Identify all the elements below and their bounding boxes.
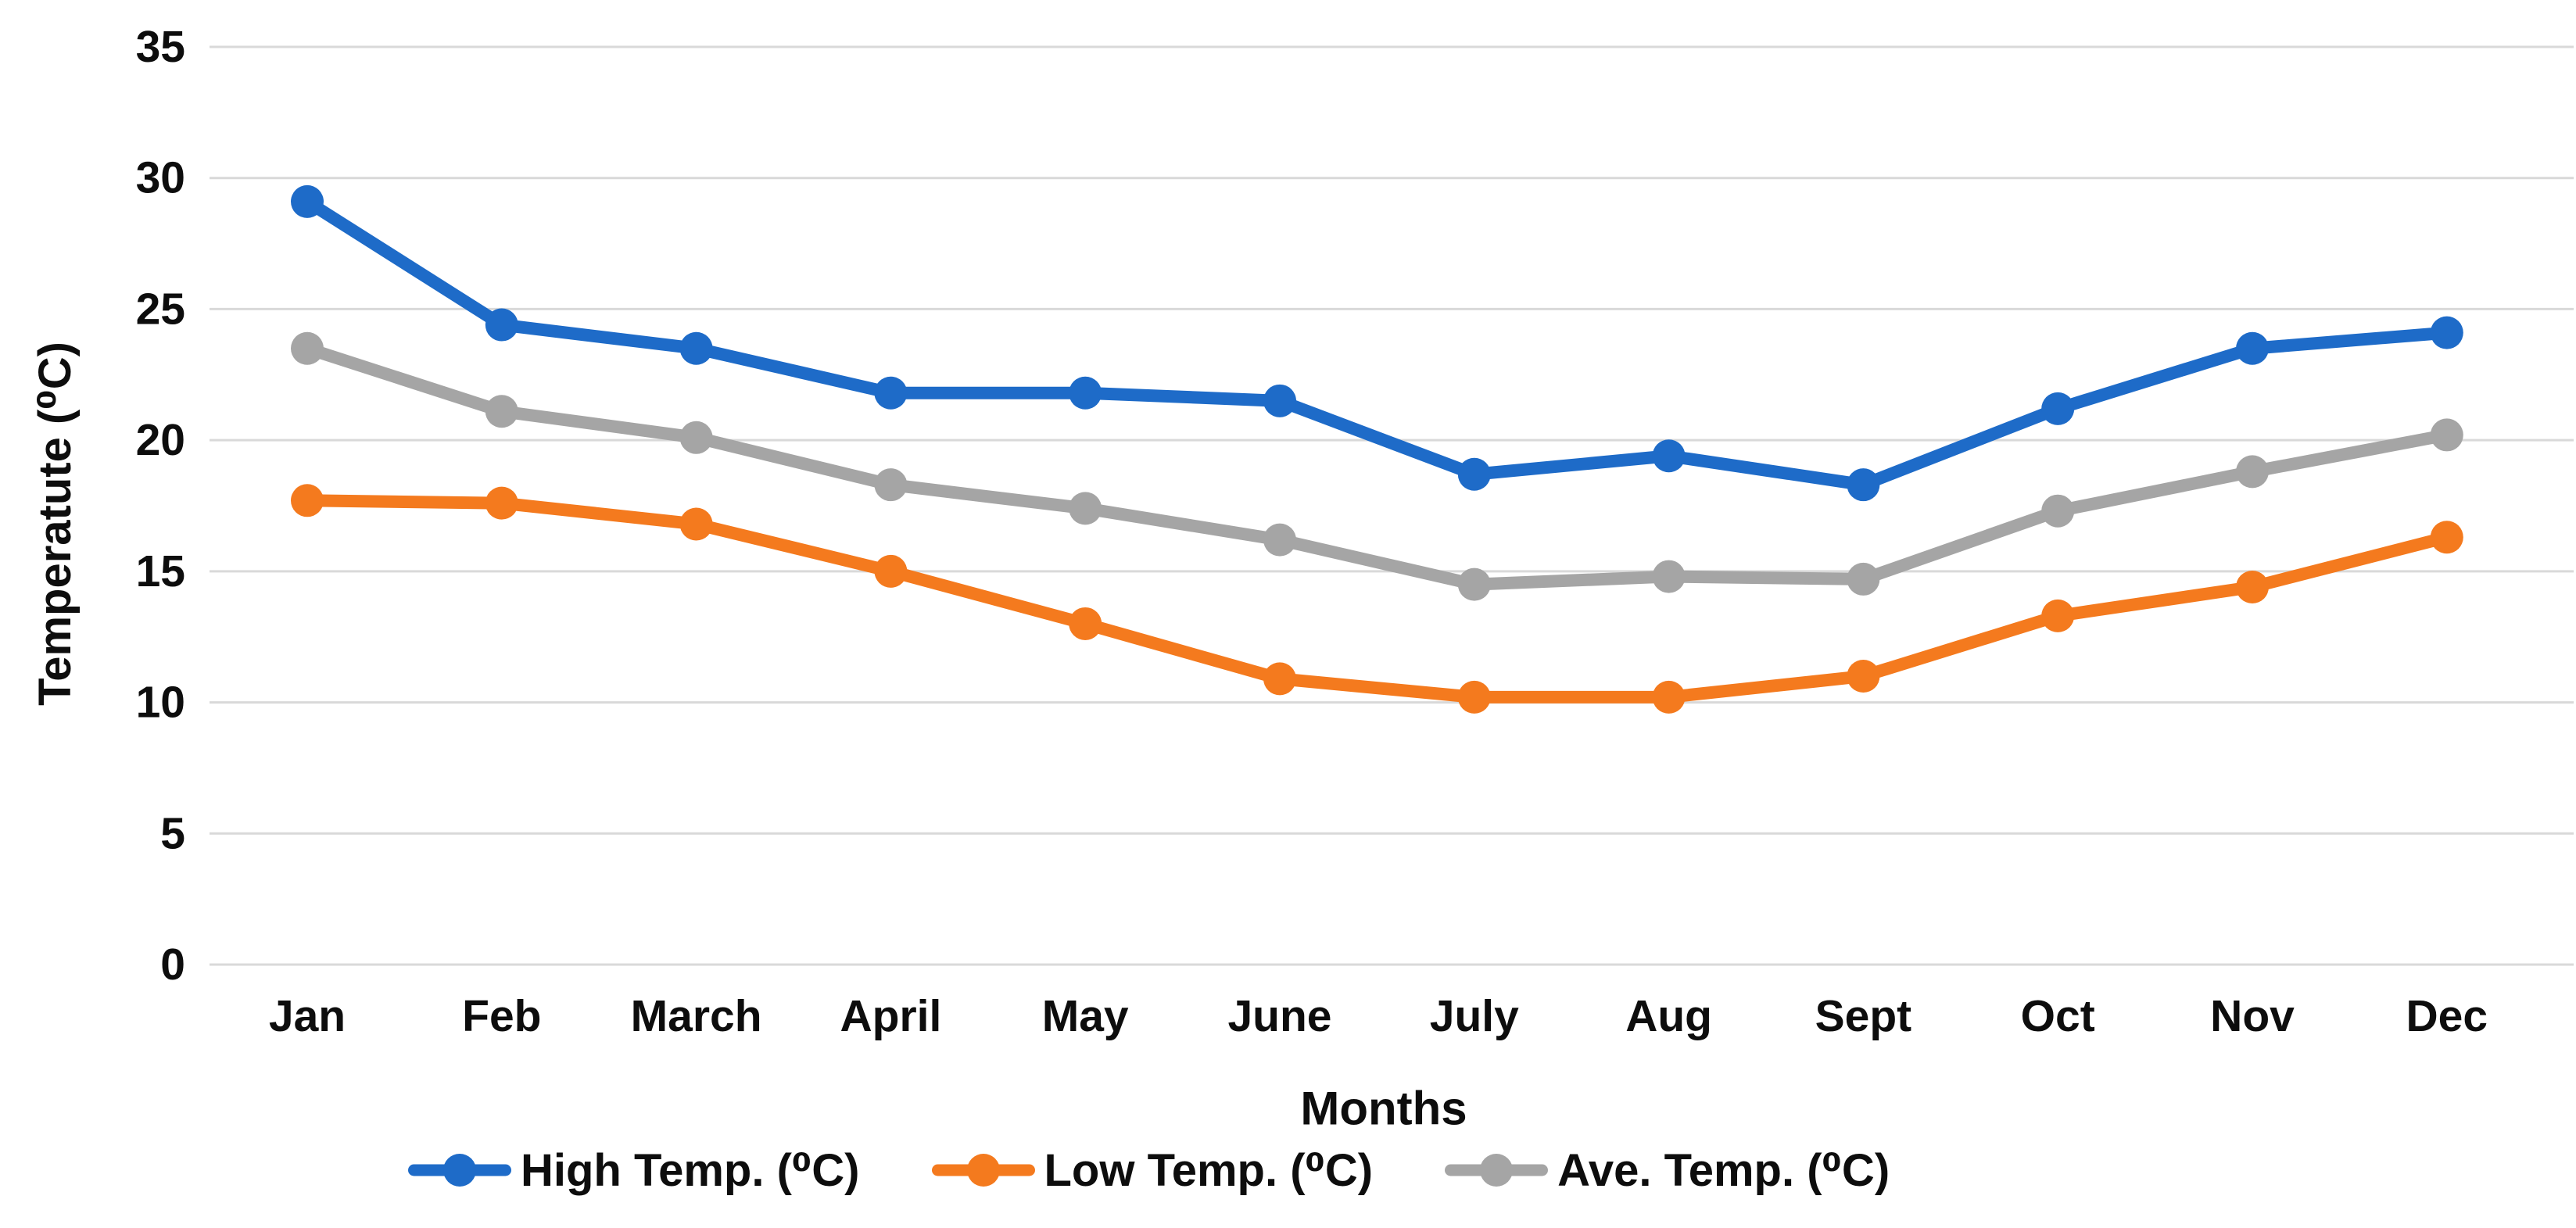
x-tick-label: Aug xyxy=(1625,991,1712,1041)
x-tick-label: Oct xyxy=(2021,991,2095,1041)
y-tick-label: 30 xyxy=(136,153,185,203)
x-tick-label: Dec xyxy=(2406,991,2488,1041)
legend-item-ave-temp: Ave. Temp. (⁰C) xyxy=(1445,1144,1890,1197)
data-point-marker xyxy=(1847,468,1880,502)
y-tick-label: 5 xyxy=(160,808,185,858)
data-point-marker xyxy=(679,331,713,365)
x-tick-label: Feb xyxy=(462,991,541,1041)
data-point-marker xyxy=(291,184,324,218)
ave-temp-line-marker-icon xyxy=(1445,1153,1549,1187)
x-tick-label: Nov xyxy=(2210,991,2295,1041)
data-point-marker xyxy=(874,376,908,410)
data-point-marker xyxy=(485,395,518,428)
data-point-marker xyxy=(1069,376,1102,410)
data-point-marker xyxy=(1457,567,1491,601)
data-point-marker xyxy=(2236,331,2269,365)
data-point-marker xyxy=(2041,494,2075,528)
y-tick-label: 15 xyxy=(136,546,185,596)
data-point-marker xyxy=(874,554,908,588)
data-point-marker xyxy=(485,486,518,520)
data-point-marker xyxy=(2430,418,2463,452)
data-point-marker xyxy=(1652,560,1686,593)
data-point-marker xyxy=(679,421,713,454)
y-tick-label: 20 xyxy=(136,415,185,465)
data-point-marker xyxy=(1069,492,1102,525)
x-tick-label: Jan xyxy=(269,991,346,1041)
series-line xyxy=(301,195,2453,492)
x-tick-label: July xyxy=(1430,991,1519,1041)
x-tick-label: May xyxy=(1042,991,1129,1041)
legend-item-low-temp: Low Temp. (⁰C) xyxy=(931,1144,1374,1197)
data-point-marker xyxy=(1263,662,1296,696)
x-tick-label: March xyxy=(631,991,762,1041)
y-tick-label: 10 xyxy=(136,678,185,728)
y-tick-label: 25 xyxy=(136,284,185,334)
high-temp-line-marker-icon xyxy=(408,1153,511,1187)
data-point-marker xyxy=(1263,523,1296,557)
data-point-marker xyxy=(291,484,324,517)
x-axis-title: Months xyxy=(1300,1082,1467,1135)
x-tick-label: June xyxy=(1227,991,1331,1041)
legend-label-low-temp: Low Temp. (⁰C) xyxy=(1044,1145,1374,1196)
data-point-marker xyxy=(2236,570,2269,603)
data-point-marker xyxy=(1069,607,1102,640)
data-point-marker xyxy=(1847,562,1880,596)
y-axis-title: Temperatute (⁰C) xyxy=(30,342,81,706)
data-point-marker xyxy=(1652,680,1686,714)
x-tick-label: April xyxy=(840,991,941,1041)
data-point-marker xyxy=(291,331,324,365)
x-tick-label: Sept xyxy=(1815,991,1912,1041)
legend-label-high-temp: High Temp. (⁰C) xyxy=(521,1145,860,1196)
data-point-marker xyxy=(1652,439,1686,473)
y-tick-label: 35 xyxy=(136,22,185,72)
series-line xyxy=(301,494,2453,704)
data-point-marker xyxy=(2041,599,2075,632)
data-point-marker xyxy=(1457,680,1491,714)
legend-item-high-temp: High Temp. (⁰C) xyxy=(408,1144,860,1197)
data-point-marker xyxy=(1457,457,1491,491)
data-point-marker xyxy=(2041,392,2075,425)
series-line xyxy=(301,342,2453,591)
legend: High Temp. (⁰C) Low Temp. (⁰C) Ave. Temp… xyxy=(408,1144,1890,1197)
data-point-marker xyxy=(1847,660,1880,693)
data-point-marker xyxy=(679,507,713,541)
data-point-marker xyxy=(1263,384,1296,417)
data-point-marker xyxy=(874,468,908,502)
data-point-marker xyxy=(2236,455,2269,489)
low-temp-line-marker-icon xyxy=(931,1153,1035,1187)
data-point-marker xyxy=(2430,316,2463,349)
legend-label-ave-temp: Ave. Temp. (⁰C) xyxy=(1557,1145,1890,1196)
data-point-marker xyxy=(2430,521,2463,554)
data-point-marker xyxy=(485,308,518,342)
y-tick-label: 0 xyxy=(160,940,185,990)
